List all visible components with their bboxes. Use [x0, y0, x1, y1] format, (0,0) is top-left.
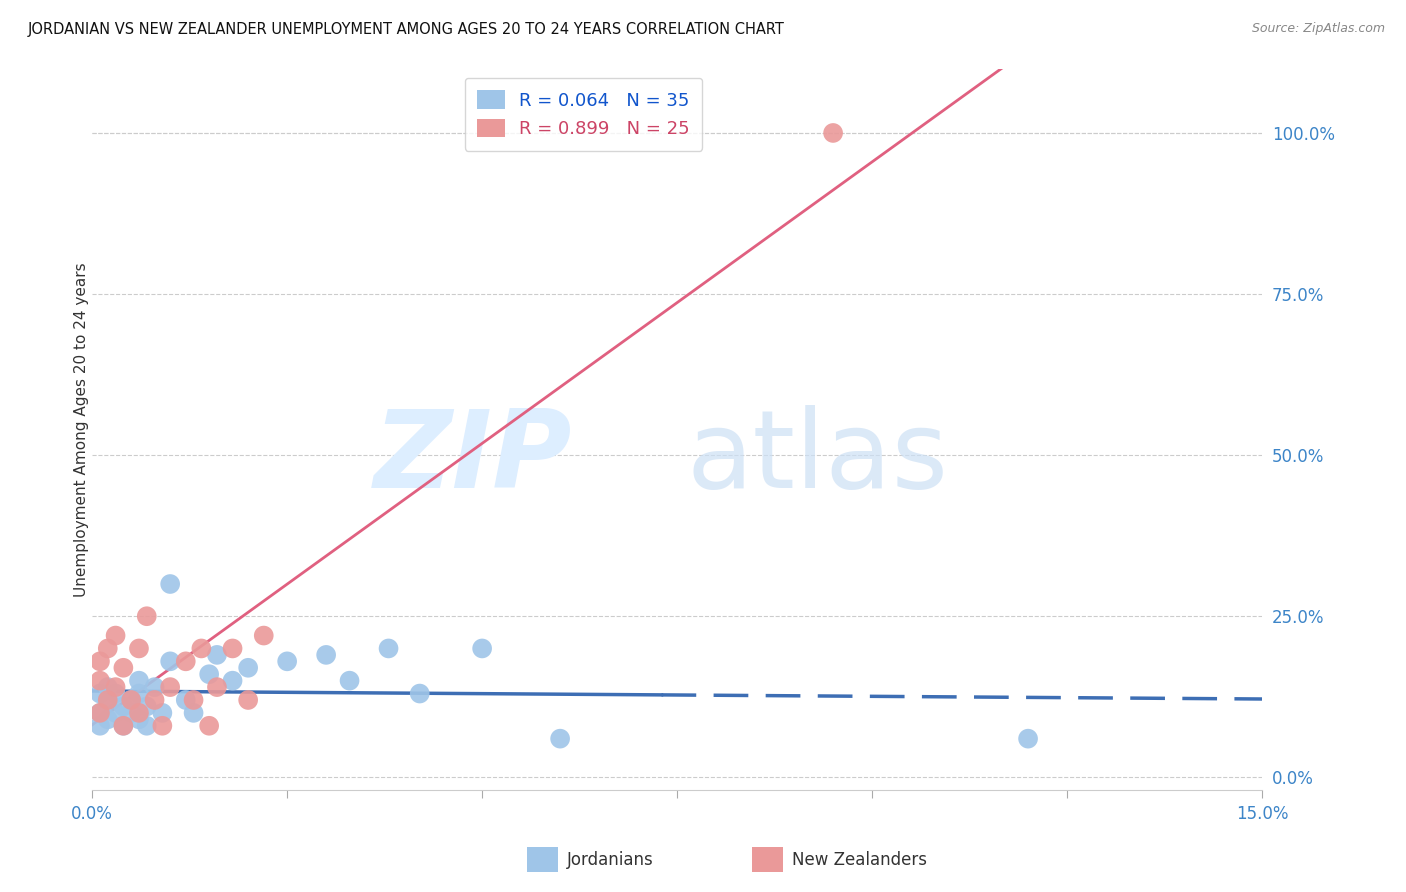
Point — [377, 641, 399, 656]
Point — [150, 706, 173, 720]
Point — [409, 687, 432, 701]
Point — [253, 629, 276, 643]
Point — [221, 673, 243, 688]
Point — [104, 629, 127, 643]
Point — [89, 673, 111, 688]
Point — [120, 693, 142, 707]
Point — [97, 693, 120, 707]
Point — [1017, 731, 1039, 746]
Legend: R = 0.064   N = 35, R = 0.899   N = 25: R = 0.064 N = 35, R = 0.899 N = 25 — [465, 78, 702, 151]
Point — [339, 673, 361, 688]
Point — [548, 731, 571, 746]
Text: Source: ZipAtlas.com: Source: ZipAtlas.com — [1251, 22, 1385, 36]
Point — [112, 661, 135, 675]
Point — [315, 648, 337, 662]
Point — [120, 706, 142, 720]
Point — [128, 706, 150, 720]
Point — [143, 680, 166, 694]
Point — [128, 641, 150, 656]
Point — [183, 706, 205, 720]
Point — [183, 693, 205, 707]
Point — [112, 719, 135, 733]
Point — [97, 641, 120, 656]
Point — [276, 654, 298, 668]
Point — [159, 577, 181, 591]
Point — [112, 719, 135, 733]
Point — [112, 699, 135, 714]
Point — [135, 609, 157, 624]
Point — [198, 667, 221, 681]
Point — [104, 680, 127, 694]
Point — [104, 687, 127, 701]
Point — [471, 641, 494, 656]
Point — [97, 712, 120, 726]
Point — [120, 693, 142, 707]
Y-axis label: Unemployment Among Ages 20 to 24 years: Unemployment Among Ages 20 to 24 years — [73, 262, 89, 597]
Point — [97, 680, 120, 694]
Point — [150, 719, 173, 733]
Point — [190, 641, 212, 656]
Point — [198, 719, 221, 733]
Point — [89, 719, 111, 733]
Point — [823, 126, 845, 140]
Text: Jordanians: Jordanians — [567, 851, 654, 869]
Point — [135, 719, 157, 733]
Point — [236, 661, 259, 675]
Text: New Zealanders: New Zealanders — [792, 851, 927, 869]
Point — [205, 680, 228, 694]
Point — [128, 712, 150, 726]
Point — [174, 693, 197, 707]
Text: ZIP: ZIP — [374, 405, 572, 511]
Point — [128, 687, 150, 701]
Point — [236, 693, 259, 707]
Point — [174, 654, 197, 668]
Point — [89, 687, 111, 701]
Point — [89, 654, 111, 668]
Point — [135, 699, 157, 714]
Point — [159, 654, 181, 668]
Text: atlas: atlas — [686, 405, 949, 511]
Point — [221, 641, 243, 656]
Point — [128, 673, 150, 688]
Text: JORDANIAN VS NEW ZEALANDER UNEMPLOYMENT AMONG AGES 20 TO 24 YEARS CORRELATION CH: JORDANIAN VS NEW ZEALANDER UNEMPLOYMENT … — [28, 22, 785, 37]
Point — [159, 680, 181, 694]
Point — [89, 706, 111, 720]
Point — [143, 693, 166, 707]
Point — [89, 706, 111, 720]
Point — [104, 706, 127, 720]
Point — [97, 693, 120, 707]
Point — [205, 648, 228, 662]
